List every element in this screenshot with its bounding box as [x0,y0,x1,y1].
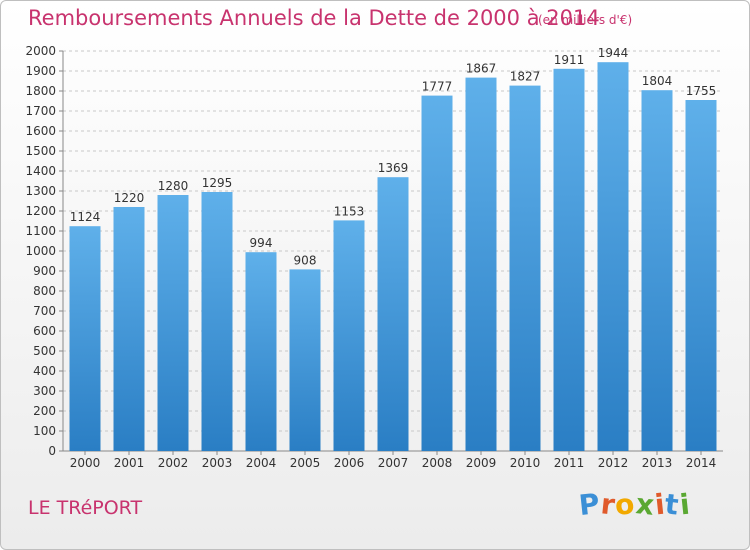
x-tick-label-2001: 2001 [114,456,145,470]
y-tick-label: 1900 [25,64,56,78]
y-tick-label: 1000 [25,244,56,258]
value-label-2012: 1944 [598,46,629,60]
value-label-2013: 1804 [642,74,673,88]
bar-2001 [113,207,145,451]
bar-2008 [421,95,453,451]
bar-2007 [377,177,409,451]
y-tick-label: 1300 [25,184,56,198]
x-tick-label-2002: 2002 [158,456,189,470]
x-tick-label-2005: 2005 [290,456,321,470]
bars [69,62,717,452]
x-tick-label-2000: 2000 [70,456,101,470]
chart-subtitle: (en milliers d'€) [538,13,633,27]
y-tick-labels: 0 100 200 300 400 500 600 700 800 900 1000 1100 1200… [25,44,56,458]
y-tick-label: 900 [33,264,56,278]
value-label-2009: 1867 [466,62,497,76]
y-tick-label: 100 [33,424,56,438]
logo-letter: i [677,487,692,522]
x-tick-label-2007: 2007 [378,456,409,470]
y-tick-label: 1200 [25,204,56,218]
x-tick-label-2003: 2003 [202,456,233,470]
logo-letter: P [577,486,603,523]
y-tick-label: 500 [33,344,56,358]
x-tick-label-2004: 2004 [246,456,277,470]
x-tick-label-2009: 2009 [466,456,497,470]
y-tick-label: 400 [33,364,56,378]
y-tick-label: 1600 [25,124,56,138]
bar-2003 [201,192,233,451]
bar-2004 [245,252,277,451]
bar-2014 [685,100,717,451]
value-label-2010: 1827 [510,70,541,84]
value-label-2008: 1777 [422,80,453,94]
y-tick-label: 2000 [25,44,56,58]
x-tick-label-2014: 2014 [686,456,717,470]
bar-2010 [509,85,541,451]
value-label-2014: 1755 [686,84,717,98]
bar-2005 [289,269,321,451]
y-tick-label: 700 [33,304,56,318]
value-label-2006: 1153 [334,204,365,218]
y-tick-label: 200 [33,404,56,418]
x-tick-label-2013: 2013 [642,456,673,470]
value-label-2004: 994 [250,236,273,250]
x-tick-label-2008: 2008 [422,456,453,470]
y-tick-label: 1500 [25,144,56,158]
value-label-2002: 1280 [158,179,189,193]
y-tick-label: 1400 [25,164,56,178]
bar-2002 [157,195,189,451]
bar-2011 [553,68,585,452]
y-tick-label: 300 [33,384,56,398]
y-tick-label: 1700 [25,104,56,118]
location-label: LE TRéPORT [28,497,143,519]
value-labels: 1124 1220 1280 1295 994 908 1153 1369 1777 1867 18… [70,46,717,267]
x-tick-label-2011: 2011 [554,456,585,470]
value-label-2000: 1124 [70,210,101,224]
y-tick-label: 1800 [25,84,56,98]
value-label-2011: 1911 [554,53,585,67]
y-tick-label: 0 [48,444,56,458]
proxiti-logo: Proxiti [577,486,692,523]
x-tick-label-2012: 2012 [598,456,629,470]
bar-2009 [465,77,497,451]
bar-2006 [333,220,365,451]
y-tick-label: 600 [33,324,56,338]
value-label-2003: 1295 [202,176,233,190]
value-label-2001: 1220 [114,191,145,205]
y-tick-label: 1100 [25,224,56,238]
x-tick-label-2010: 2010 [510,456,541,470]
bar-2012 [597,62,629,451]
y-tick-label: 800 [33,284,56,298]
chart-title: Remboursements Annuels de la Dette de 20… [28,6,600,30]
x-tick-labels: 2000 2001 2002 2003 2004 2005 2006 2007 2008 2009… [70,451,717,470]
value-label-2007: 1369 [378,161,409,175]
value-label-2005: 908 [294,253,317,267]
bar-2013 [641,90,673,451]
x-tick-label-2006: 2006 [334,456,365,470]
bar-2000 [69,226,101,451]
